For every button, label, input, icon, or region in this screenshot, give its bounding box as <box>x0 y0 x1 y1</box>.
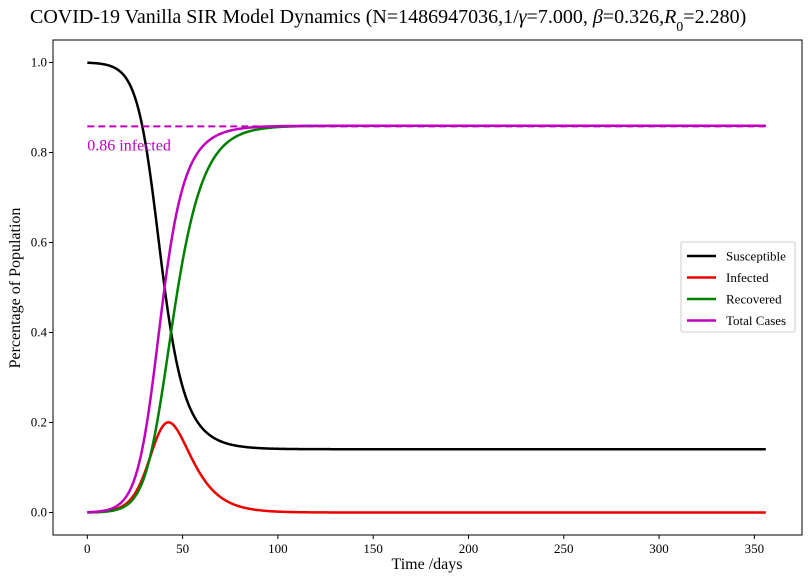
x-tick-label: 300 <box>649 541 669 556</box>
chart-title: COVID-19 Vanilla SIR Model Dynamics (N=1… <box>30 6 746 35</box>
y-tick-label: 0.0 <box>31 505 47 520</box>
title-beta-symbol: β <box>592 6 603 28</box>
title-r0-subscript: 0 <box>676 20 683 35</box>
title-prefix: COVID-19 Vanilla SIR Model Dynamics (N=1… <box>30 6 519 28</box>
y-tick-label: 0.2 <box>31 415 47 430</box>
title-r0-symbol: R <box>663 6 676 28</box>
legend: Susceptible Infected Recovered Total Cases <box>680 241 796 333</box>
title-beta-value: =0.326, <box>603 6 664 28</box>
x-tick-label: 50 <box>176 541 189 556</box>
y-tick-label: 0.8 <box>31 145 47 160</box>
x-tick-label: 350 <box>745 541 765 556</box>
legend-label: Recovered <box>726 292 782 307</box>
series-line-susceptible <box>87 61 767 451</box>
title-gamma-value: =7.000, <box>527 6 593 28</box>
y-axis: 0.0 0.2 0.4 0.6 0.8 1.0 <box>31 55 53 520</box>
x-tick-label: 100 <box>268 541 288 556</box>
x-tick-label: 200 <box>459 541 479 556</box>
x-axis: 0 50 100 150 200 250 300 350 <box>84 535 764 556</box>
plot-frame <box>52 39 803 536</box>
legend-label: Infected <box>726 270 769 285</box>
legend-label: Total Cases <box>726 313 786 328</box>
x-tick-label: 250 <box>554 541 574 556</box>
y-axis-label: Percentage of Population <box>7 208 24 369</box>
x-tick-label: 150 <box>363 541 383 556</box>
title-r0-value: =2.280) <box>683 6 746 28</box>
title-gamma-symbol: γ <box>519 6 528 28</box>
y-tick-label: 0.4 <box>31 325 48 340</box>
series-line-infected <box>87 421 767 514</box>
x-axis-label: Time /days <box>392 556 463 573</box>
legend-box <box>680 241 796 333</box>
y-tick-label: 0.6 <box>31 235 48 250</box>
x-tick-label: 0 <box>84 541 91 556</box>
series-layer <box>87 61 767 514</box>
y-tick-label: 1.0 <box>31 55 47 70</box>
legend-label: Susceptible <box>726 249 786 264</box>
annotation-text: 0.86 infected <box>87 137 171 154</box>
